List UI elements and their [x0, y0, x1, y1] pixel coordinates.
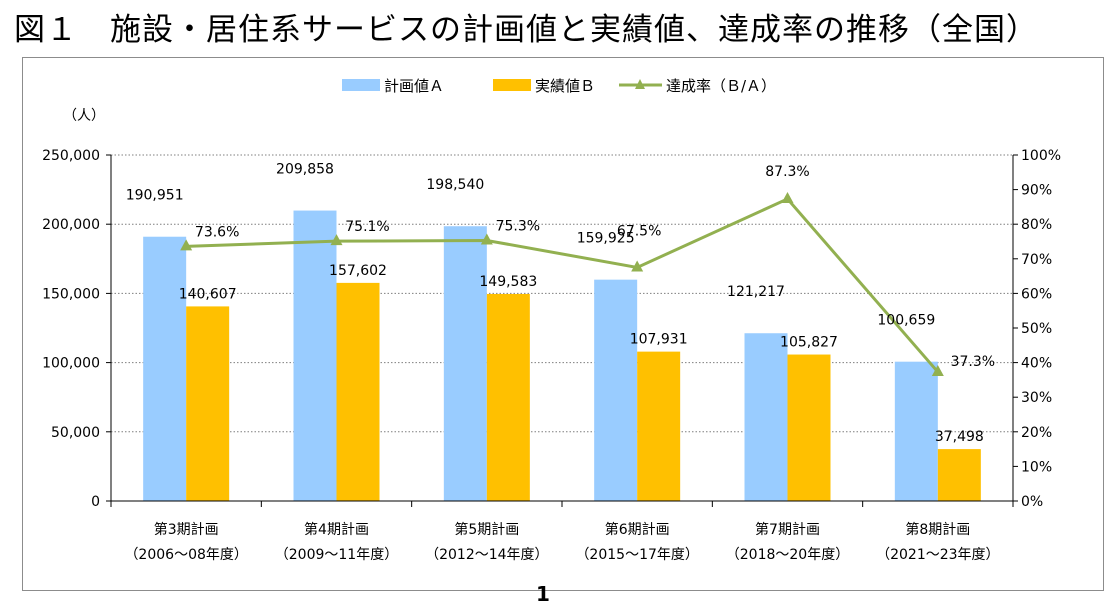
x-tick-label: 第6期計画 [605, 521, 670, 538]
chart-frame: 0 50,000 100,000 150,000 200,000 250,000 0% 10%… [22, 57, 1104, 591]
y-tick-label: 0 [91, 494, 100, 510]
x-tick-label-period: （2015～17年度） [575, 547, 698, 563]
y2-tick-label: 70% [1021, 252, 1052, 268]
y-tick-label: 200,000 [42, 217, 100, 233]
rate-value-label: 37.3% [951, 354, 995, 370]
data-labels: 190,951 209,858 198,540 159,925 121,217 100,6… [126, 162, 995, 446]
y-tick-label: 50,000 [51, 425, 100, 441]
rate-marker [781, 191, 794, 203]
legend-label-plan: 計画値Ａ [384, 77, 444, 95]
actual-value-label: 140,607 [179, 286, 237, 302]
rate-value-label: 75.3% [496, 218, 540, 234]
page-title: 図１ 施設・居住系サービスの計画値と実績値、達成率の推移（全国） [14, 12, 1038, 48]
y2-tick-label: 100% [1021, 148, 1061, 164]
gridlines [111, 154, 1013, 433]
plan-value-label: 190,951 [126, 188, 184, 204]
rate-marker [480, 233, 493, 245]
actual-bar [637, 351, 681, 501]
y2-tick-label: 20% [1021, 425, 1052, 441]
actual-bar [486, 293, 530, 501]
y2-tick-label: 40% [1021, 356, 1052, 372]
rate-value-label: 75.1% [345, 219, 389, 235]
legend: 計画値Ａ 実績値Ｂ 達成率（Ｂ/Ａ） [342, 77, 776, 95]
actual-value-label: 37,498 [935, 429, 984, 445]
plan-value-label: 100,659 [877, 313, 935, 329]
y2-tick-label: 90% [1021, 183, 1052, 199]
plan-value-label: 209,858 [276, 162, 334, 178]
y2-tick-label: 50% [1021, 321, 1052, 337]
rate-line-group [180, 191, 944, 376]
x-tick-label-period: （2009～11年度） [275, 547, 398, 563]
legend-swatch-plan [342, 79, 380, 91]
axes: 0 50,000 100,000 150,000 200,000 250,000 0% 10%… [42, 108, 1061, 563]
chart: 0 50,000 100,000 150,000 200,000 250,000 0% 10%… [42, 77, 1061, 563]
bars [143, 210, 981, 502]
plan-bar [293, 210, 337, 502]
actual-value-label: 157,602 [329, 263, 387, 279]
plan-value-label: 121,217 [727, 284, 785, 300]
plan-bar [744, 333, 788, 501]
plan-bar [894, 361, 938, 501]
x-tick-label: 第7期計画 [755, 521, 820, 538]
y-axis-label: （人） [63, 108, 105, 124]
rate-marker [931, 364, 944, 376]
rate-marker [180, 239, 193, 251]
rate-marker [330, 234, 343, 246]
x-tick-label: 第4期計画 [304, 521, 369, 538]
y-tick-label: 100,000 [42, 356, 100, 372]
y-tick-label: 250,000 [42, 148, 100, 164]
x-tick-label-period: （2018～20年度） [726, 547, 849, 563]
actual-value-label: 107,931 [630, 332, 688, 348]
legend-label-actual: 実績値Ｂ [535, 77, 595, 95]
rate-value-label: 87.3% [765, 164, 809, 180]
actual-bar [787, 354, 831, 501]
actual-bar [937, 449, 981, 501]
y2-tick-label: 60% [1021, 286, 1052, 302]
actual-value-label: 149,583 [479, 274, 537, 290]
x-tick-label: 第3期計画 [154, 521, 219, 538]
legend-label-rate: 達成率（Ｂ/Ａ） [666, 77, 776, 95]
rate-value-label: 73.6% [195, 224, 239, 240]
y2-tick-label: 10% [1021, 459, 1052, 475]
legend-marker-rate [635, 79, 645, 89]
plan-value-label: 159,925 [577, 231, 635, 247]
plan-bar [443, 226, 487, 501]
page-number: 1 [536, 582, 550, 606]
rate-marker [631, 260, 644, 272]
actual-bar [336, 282, 380, 501]
y2-tick-label: 80% [1021, 217, 1052, 233]
legend-swatch-actual [493, 79, 531, 91]
x-tick-label-period: （2021～23年度） [876, 547, 999, 563]
plan-value-label: 198,540 [426, 177, 484, 193]
rate-line [186, 197, 939, 373]
x-tick-label-period: （2006～08年度） [124, 547, 247, 563]
plan-bar [594, 279, 638, 501]
y-tick-label: 150,000 [42, 286, 100, 302]
x-tick-label: 第5期計画 [454, 521, 519, 538]
rate-value-label: 67.5% [617, 223, 661, 239]
plan-bar [143, 236, 187, 501]
actual-value-label: 105,827 [780, 335, 838, 351]
x-tick-label: 第8期計画 [905, 521, 970, 538]
x-tick-label-period: （2012～14年度） [425, 547, 548, 563]
y2-tick-label: 30% [1021, 390, 1052, 406]
y2-tick-label: 0% [1021, 494, 1043, 510]
actual-bar [186, 306, 230, 501]
